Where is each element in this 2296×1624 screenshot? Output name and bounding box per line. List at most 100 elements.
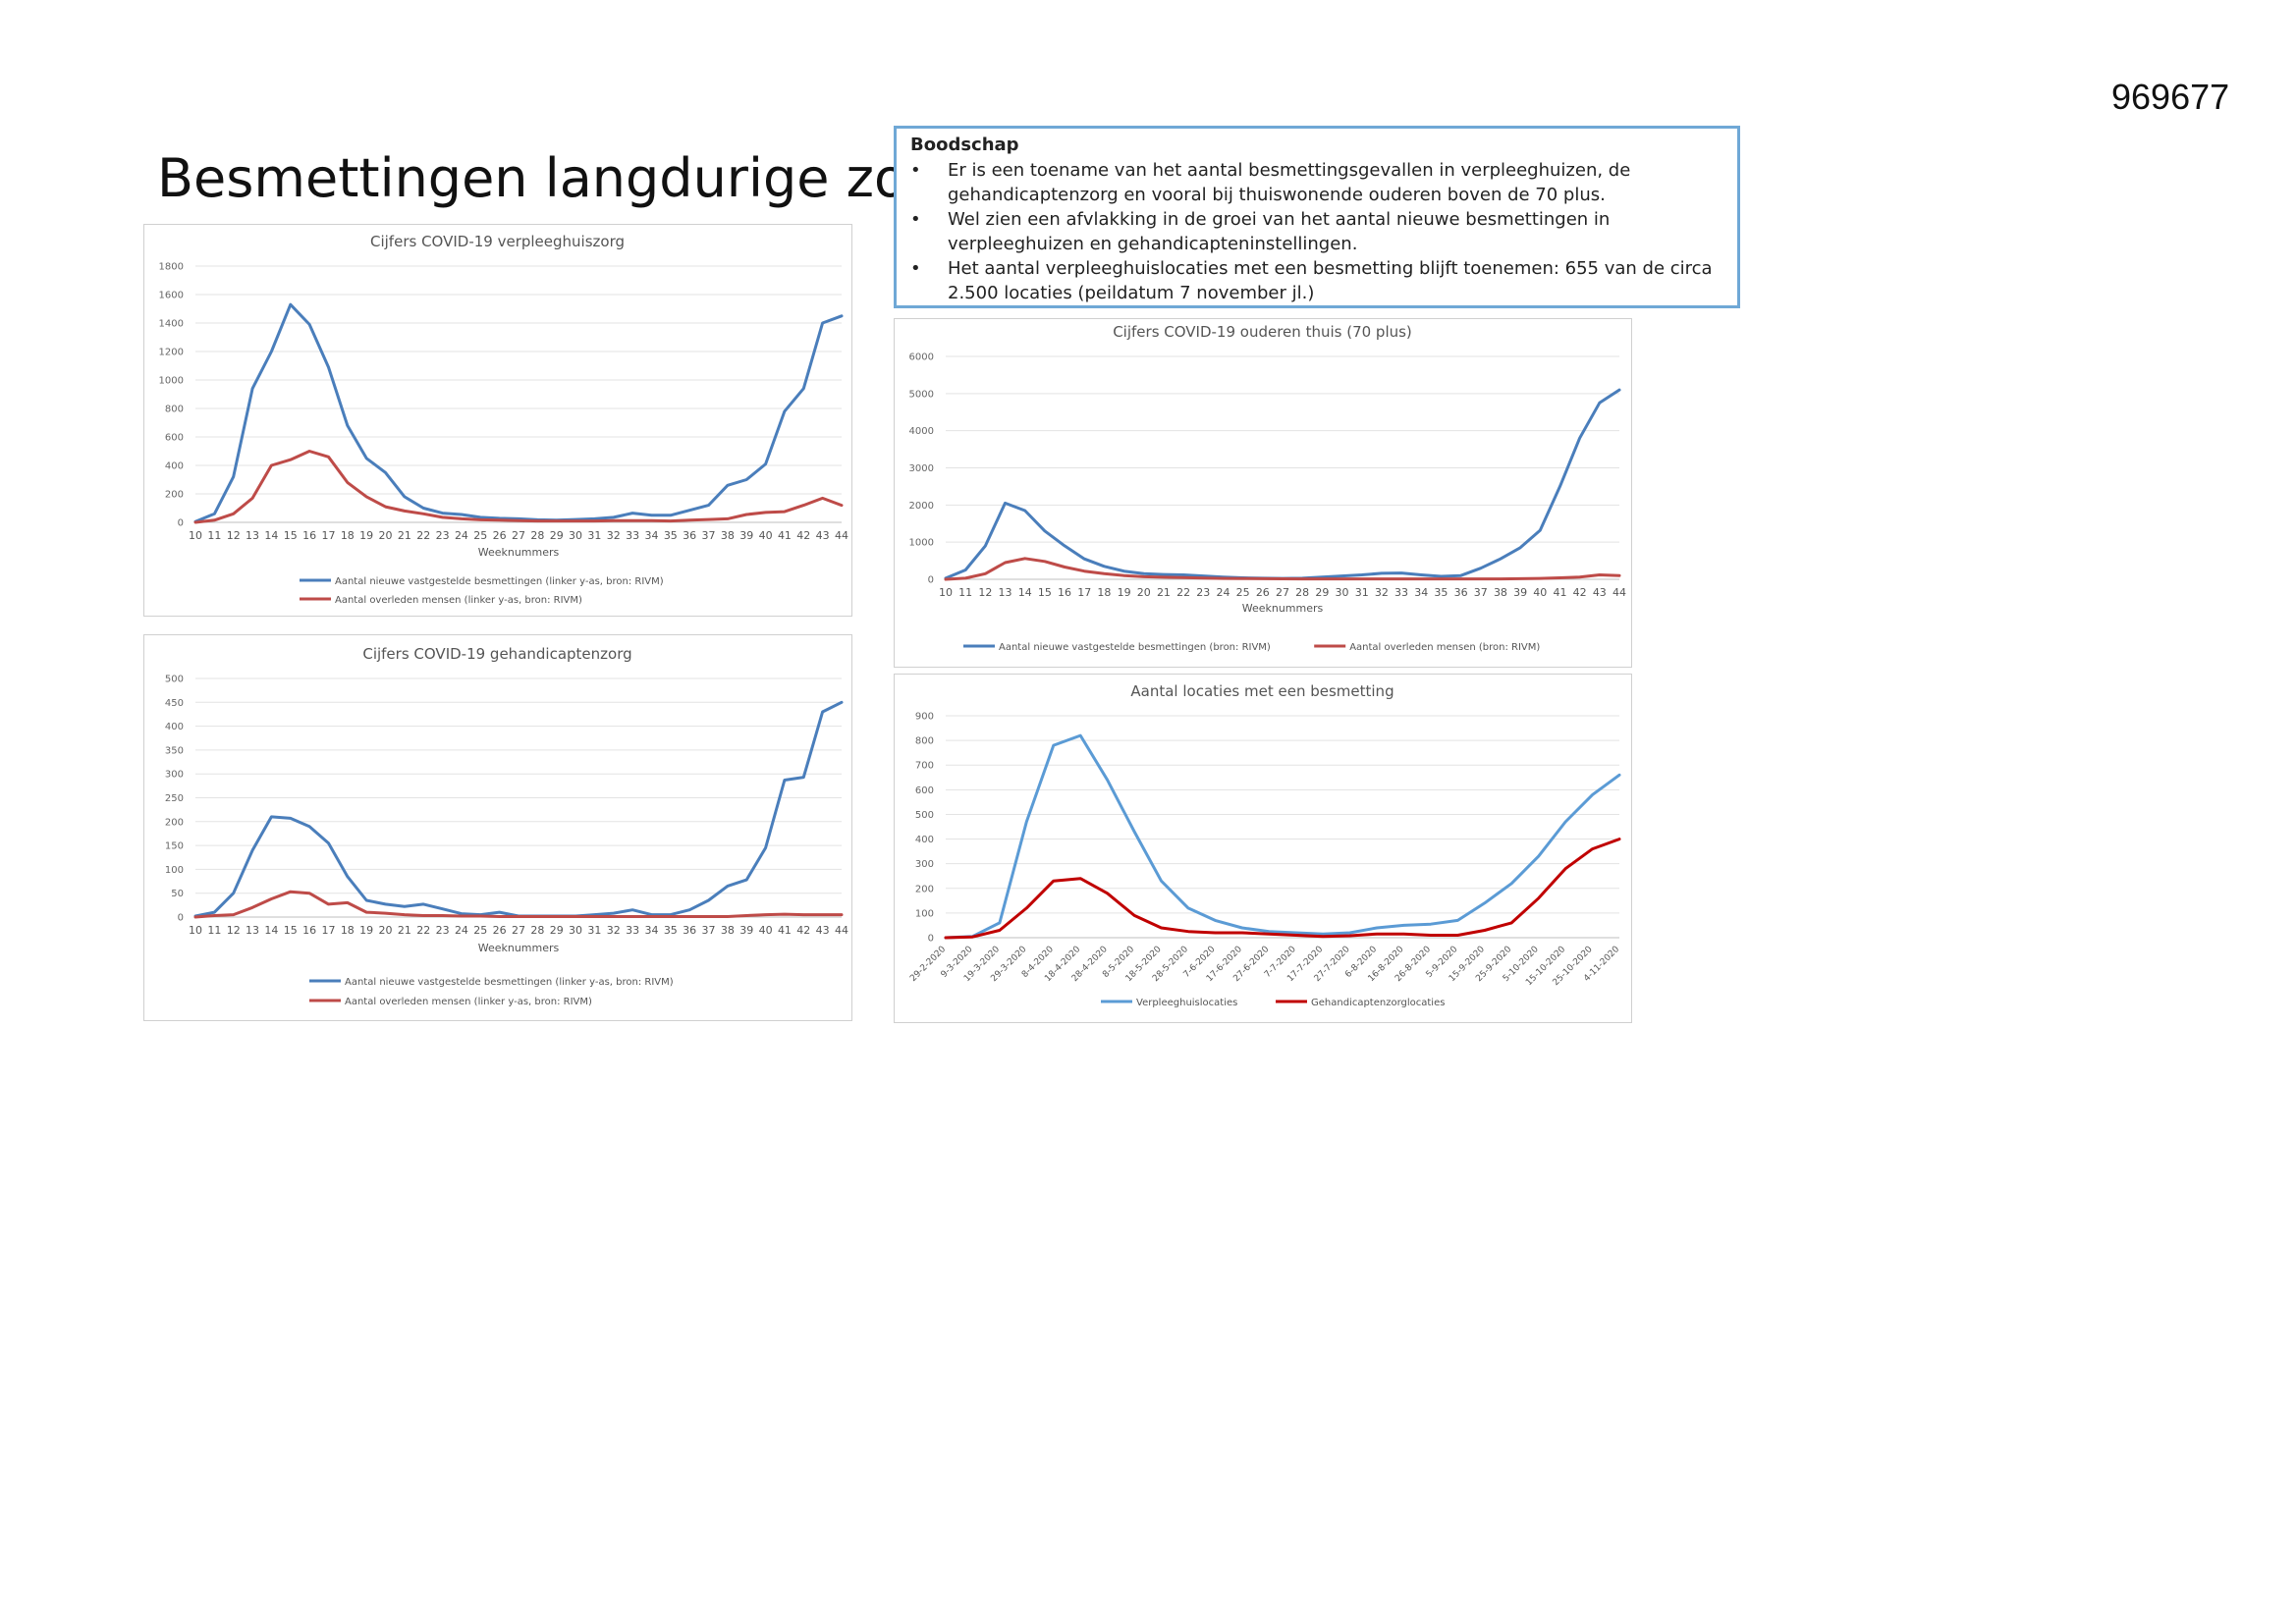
x-tick-label: 33 <box>1394 586 1408 599</box>
y-tick-label: 1000 <box>909 538 934 549</box>
x-tick-label: 17 <box>321 529 335 542</box>
chart-locaties: Aantal locaties met een besmetting 0 100 20… <box>908 682 1621 1008</box>
x-tick-label: 17 <box>321 924 335 937</box>
x-axis-label: Weeknummers <box>1242 602 1324 615</box>
x-tick-label: 16 <box>302 924 316 937</box>
chart-title: Aantal locaties met een besmetting <box>1130 682 1394 700</box>
x-tick-label: 40 <box>759 924 773 937</box>
x-tick-label: 16 <box>1058 586 1071 599</box>
x-tick-label: 26 <box>493 924 507 937</box>
x-tick-label: 18 <box>341 529 355 542</box>
y-tick-label: 5000 <box>909 389 934 400</box>
x-tick-label: 20 <box>379 924 393 937</box>
x-tick-label: 44 <box>835 529 848 542</box>
x-tick-label: 42 <box>796 924 810 937</box>
y-tick-label: 0 <box>178 913 184 924</box>
x-tick-label: 12 <box>227 529 241 542</box>
x-tick-label: 28 <box>530 529 544 542</box>
x-tick-label: 32 <box>607 529 621 542</box>
y-tick-label: 800 <box>165 405 184 415</box>
x-tick-label: 23 <box>436 924 450 937</box>
legend-label: Verpleeghuislocaties <box>1136 998 1237 1008</box>
x-tick-label: 13 <box>246 924 259 937</box>
x-tick-label: 29 <box>1315 586 1329 599</box>
x-tick-label: 21 <box>398 529 411 542</box>
chart-panel-ouderen-thuis: Cijfers COVID-19 ouderen thuis (70 plus)… <box>894 318 1632 668</box>
x-tick-label: 37 <box>1474 586 1488 599</box>
x-tick-label: 34 <box>644 529 658 542</box>
y-tick-label: 600 <box>915 785 934 796</box>
x-tick-label: 27 <box>1276 586 1289 599</box>
x-tick-label: 33 <box>626 924 639 937</box>
x-tick-label: 13 <box>999 586 1012 599</box>
x-tick-label: 44 <box>835 924 848 937</box>
x-tick-label: 44 <box>1613 586 1626 599</box>
x-tick-label: 10 <box>189 529 202 542</box>
x-tick-label: 31 <box>1355 586 1369 599</box>
x-tick-label: 12 <box>227 924 241 937</box>
x-tick-label: 27 <box>512 529 525 542</box>
x-tick-label: 29 <box>550 924 564 937</box>
message-item: • Het aantal verpleeghuislocaties met een… <box>910 256 1723 305</box>
chart-panel-verpleeghuiszorg: Cijfers COVID-19 verpleeghuiszorg 0 200 400… <box>143 224 852 617</box>
x-tick-label: 41 <box>778 924 792 937</box>
x-tick-label: 15 <box>284 529 298 542</box>
series-line-2 <box>193 890 844 919</box>
x-tick-label: 32 <box>1375 586 1389 599</box>
x-tick-label: 37 <box>702 924 716 937</box>
x-tick-label: 16 <box>302 529 316 542</box>
y-tick-label: 800 <box>915 736 934 747</box>
y-tick-label: 3000 <box>909 463 934 474</box>
x-tick-label: 42 <box>796 529 810 542</box>
legend-label: Gehandicaptenzorglocaties <box>1311 998 1445 1008</box>
x-tick-label: 30 <box>569 924 582 937</box>
x-tick-label: 19 <box>1118 586 1131 599</box>
y-tick-label: 400 <box>915 835 934 845</box>
x-tick-label: 24 <box>455 529 468 542</box>
legend-label: Aantal nieuwe vastgestelde besmettingen … <box>345 977 674 988</box>
y-tick-label: 700 <box>915 761 934 772</box>
x-tick-label: 28 <box>1295 586 1309 599</box>
message-item-text: Wel zien een afvlakking in de groei van … <box>948 209 1611 254</box>
x-tick-label: 11 <box>958 586 972 599</box>
x-tick-label: 17 <box>1077 586 1091 599</box>
x-tick-label: 14 <box>1018 586 1032 599</box>
x-tick-label: 20 <box>379 529 393 542</box>
x-tick-label: 26 <box>1256 586 1270 599</box>
x-tick-label: 40 <box>759 529 773 542</box>
x-tick-label: 39 <box>739 924 753 937</box>
chart-verpleeghuiszorg: Cijfers COVID-19 verpleeghuiszorg 0 200 400… <box>159 233 848 606</box>
y-tick-label: 250 <box>165 793 184 804</box>
y-tick-label: 100 <box>165 865 184 876</box>
legend-label: Aantal overleden mensen (linker y-as, br… <box>335 595 582 606</box>
series-line-2 <box>193 450 844 524</box>
x-tick-label: 15 <box>284 924 298 937</box>
x-tick-label: 13 <box>246 529 259 542</box>
x-tick-label: 18 <box>341 924 355 937</box>
y-tick-label: 0 <box>178 518 184 529</box>
chart-panel-locaties: Aantal locaties met een besmetting 0 100 20… <box>894 674 1632 1023</box>
bullet-icon: • <box>910 258 921 279</box>
y-tick-label: 500 <box>915 810 934 821</box>
y-tick-label: 4000 <box>909 426 934 437</box>
x-tick-label: 36 <box>1454 586 1468 599</box>
document-number: 969677 <box>2111 77 2230 117</box>
x-tick-label: 28 <box>530 924 544 937</box>
x-tick-label: 34 <box>1414 586 1428 599</box>
x-tick-label: 14 <box>264 529 278 542</box>
series-line-1 <box>944 733 1621 940</box>
y-tick-label: 200 <box>165 817 184 828</box>
y-tick-label: 150 <box>165 841 184 852</box>
y-tick-label: 0 <box>928 575 934 586</box>
y-tick-label: 600 <box>165 433 184 444</box>
x-tick-label: 20 <box>1137 586 1151 599</box>
x-tick-label: 25 <box>1236 586 1250 599</box>
legend-label: Aantal nieuwe vastgestelde besmettingen … <box>999 642 1271 653</box>
series-line-1 <box>193 700 844 918</box>
x-tick-label: 43 <box>816 529 830 542</box>
x-tick-label: 11 <box>207 529 221 542</box>
x-tick-label: 22 <box>416 529 430 542</box>
x-tick-label: 30 <box>1336 586 1349 599</box>
x-tick-label: 35 <box>664 924 678 937</box>
x-tick-label: 43 <box>816 924 830 937</box>
